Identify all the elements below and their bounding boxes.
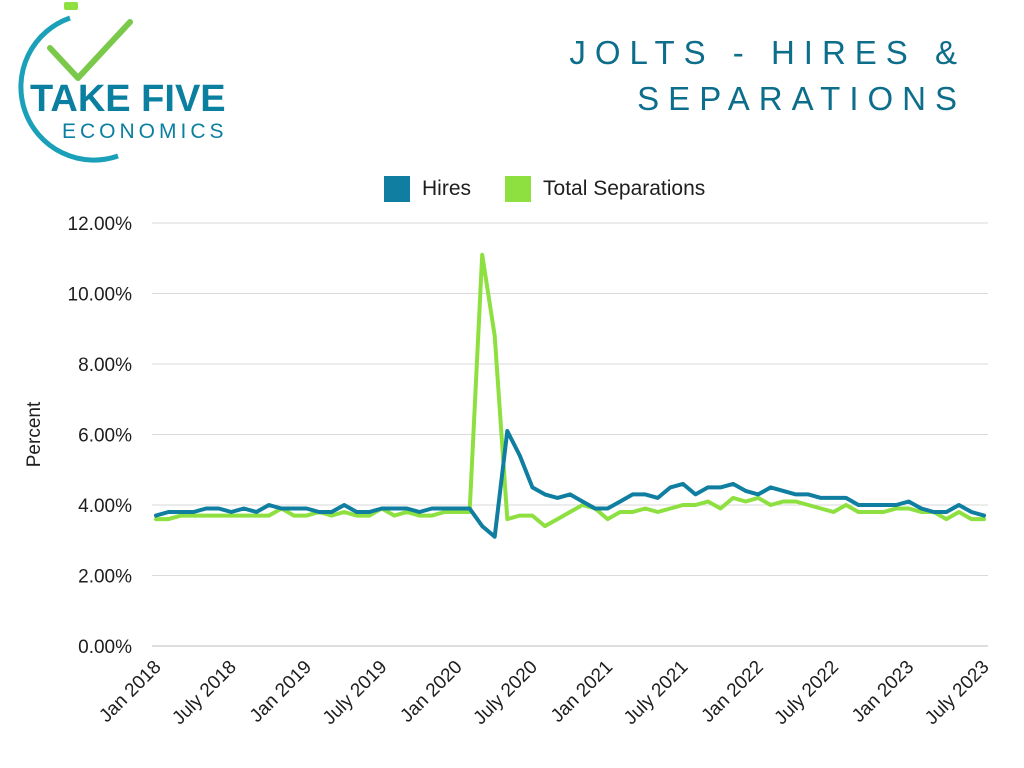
legend-item-separations: Total Separations: [505, 176, 705, 202]
x-tick-label: Jan 2020: [396, 657, 466, 727]
x-tick-label: Jan 2021: [547, 657, 617, 727]
x-tick-label: July 2022: [771, 657, 843, 729]
stopwatch-checkmark-icon: [18, 2, 133, 163]
logo-text-main: TAKE FIVE: [30, 78, 226, 120]
y-tick-label: 8.00%: [78, 355, 132, 376]
x-tick-label: Jan 2019: [246, 657, 316, 727]
legend-swatch-hires: [384, 176, 410, 202]
x-tick-label: July 2021: [620, 657, 692, 729]
x-tick-label: Jan 2018: [95, 657, 165, 727]
x-tick-label: July 2018: [168, 657, 240, 729]
y-tick-label: 12.00%: [68, 214, 133, 235]
y-axis-label: Percent: [24, 401, 45, 467]
logo-ring: [18, 15, 119, 163]
y-tick-label: 0.00%: [78, 637, 132, 658]
y-tick-label: 2.00%: [78, 567, 132, 588]
x-tick-label: Jan 2022: [698, 657, 768, 727]
x-tick-label: July 2019: [319, 657, 391, 729]
logo-crown: [64, 2, 78, 10]
y-tick-label: 10.00%: [68, 285, 133, 306]
legend-label-hires: Hires: [422, 177, 472, 200]
legend-item-hires: Hires: [384, 176, 471, 202]
legend-swatch-separations: [505, 176, 532, 202]
logo-text-sub: ECONOMICS: [62, 120, 228, 143]
chart-legend: Hires Total Separations: [384, 174, 739, 204]
y-tick-label: 6.00%: [78, 426, 132, 447]
logo: TAKE FIVE ECONOMICS: [0, 0, 300, 170]
legend-label-separations: Total Separations: [543, 177, 706, 200]
x-tick-label: July 2020: [470, 657, 542, 729]
chart-title: JOLTS - HIRES & SEPARATIONS: [569, 34, 966, 117]
series-line-hires: [154, 429, 986, 539]
logo-check: [47, 19, 133, 81]
x-tick-label: Jan 2023: [848, 657, 918, 727]
x-tick-label: July 2023: [921, 657, 993, 729]
series-line-separations: [154, 252, 986, 529]
y-tick-label: 4.00%: [78, 496, 132, 517]
